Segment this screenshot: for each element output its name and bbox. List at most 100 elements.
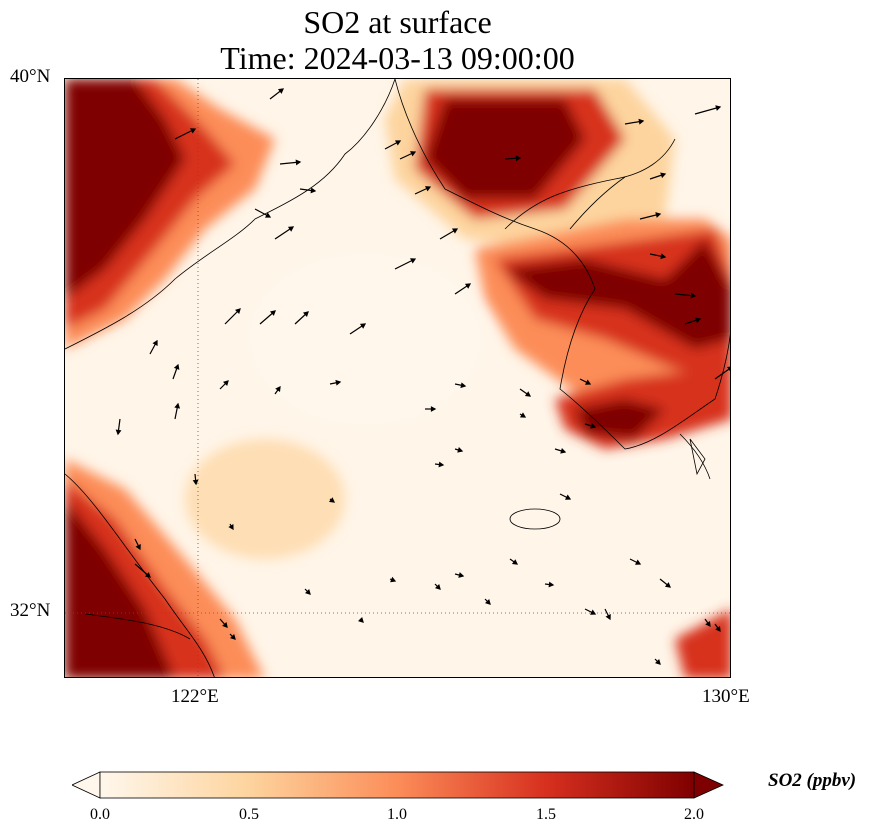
- plume-korea-core: [505, 239, 730, 349]
- colorbar-tick-2: 1.0: [387, 806, 407, 823]
- wind-arrow-head: [560, 448, 567, 454]
- wind-arrow-head: [410, 151, 417, 157]
- coastline-jiangsu: [65, 473, 215, 677]
- wind-arrow-head: [430, 406, 437, 412]
- wind-vectors: [115, 88, 730, 665]
- wind-arrow-head: [152, 339, 158, 347]
- wind-arrow-head: [410, 258, 417, 264]
- concentration-field: [65, 79, 730, 677]
- wind-arrow-head: [715, 105, 722, 111]
- wind-arrow-head: [302, 311, 309, 317]
- wind-arrow-head: [524, 391, 532, 397]
- wind-arrow-head: [425, 186, 432, 192]
- so2-map: [65, 79, 730, 677]
- wind-arrow-head: [690, 292, 697, 299]
- wind-arrow-head: [115, 429, 122, 436]
- wind-arrow-head: [359, 323, 367, 329]
- lat-label-40n: 40°N: [10, 66, 51, 87]
- wind-arrow-head: [457, 447, 464, 453]
- wind-arrow-head: [660, 253, 667, 260]
- wind-arrow: [694, 106, 721, 115]
- wind-arrow-head: [590, 609, 597, 615]
- wind-arrow-head: [590, 423, 597, 429]
- map-time-subtitle: Time: 2024-03-13 09:00:00: [220, 40, 575, 76]
- wind-arrow-head: [464, 283, 472, 289]
- wind-arrow-head: [635, 559, 642, 565]
- wind-arrow-head: [335, 379, 342, 386]
- wind-arrow-head: [275, 385, 281, 393]
- plume-northwest-core: [65, 79, 185, 299]
- wind-arrow-head: [310, 187, 317, 194]
- coastline-yangtze: [84, 613, 191, 640]
- wind-arrow-head: [305, 589, 311, 595]
- colorbar-extend-high: [693, 771, 724, 799]
- wind-arrow-head: [435, 584, 441, 590]
- plume-south-korea-core: [575, 399, 665, 439]
- wind-arrow-head: [460, 382, 467, 389]
- wind-arrow-head: [222, 621, 228, 628]
- wind-arrow-head: [451, 228, 459, 234]
- wind-arrow-head: [655, 212, 662, 218]
- wind-arrow-head: [287, 226, 295, 232]
- wind-arrow-head: [705, 620, 711, 628]
- wind-arrow-head: [358, 617, 364, 623]
- plume-north-core: [425, 99, 585, 199]
- wind-arrow-head: [264, 212, 272, 218]
- jeju-island: [509, 508, 561, 530]
- wind-arrow-head: [230, 634, 236, 640]
- map-panel: [64, 78, 731, 678]
- wind-arrow-head: [235, 308, 241, 314]
- colorbar-label: SO2 (ppbv): [768, 770, 857, 791]
- wind-arrow-head: [438, 461, 445, 468]
- coastline-liaodong: [65, 79, 396, 350]
- wind-arrow-head: [135, 544, 141, 551]
- lon-label-122e: 122°E: [171, 686, 219, 707]
- colorbar-tick-0: 0.0: [90, 806, 110, 823]
- coastline-korea-west: [394, 79, 730, 450]
- wind-arrow-head: [223, 380, 229, 386]
- wind-arrow-head: [548, 581, 555, 588]
- wind-arrow-head: [277, 88, 284, 94]
- colorbar-tick-1: 0.5: [239, 806, 259, 823]
- wind-arrow-head: [511, 559, 519, 565]
- wind-arrow-head: [295, 159, 302, 166]
- wind-arrow-head: [190, 128, 197, 134]
- wind-arrow-head: [390, 576, 397, 583]
- plume-southwest-core: [65, 499, 175, 677]
- colorbar-tick-4: 2.0: [684, 806, 704, 823]
- wind-arrow-head: [660, 172, 667, 179]
- mid-patch-southwest: [185, 439, 345, 559]
- wind-arrow-head: [192, 479, 199, 486]
- wind-arrow-head: [174, 402, 181, 409]
- coastline-border-2: [569, 176, 626, 230]
- wind-arrow-head: [565, 494, 572, 500]
- wind-arrow-head: [458, 572, 465, 578]
- wind-arrow-head: [655, 659, 661, 665]
- wind-arrow-head: [173, 363, 180, 370]
- wind-arrow-head: [605, 614, 611, 621]
- coastline-dmz-border: [504, 138, 676, 230]
- wind-arrow-head: [228, 523, 234, 531]
- wind-arrow-head: [144, 572, 151, 578]
- wind-arrow-head: [394, 140, 402, 146]
- tsushima-island: [689, 438, 706, 476]
- wind-arrow-head: [638, 118, 645, 125]
- wind-arrow-head: [715, 625, 721, 633]
- coastline-korea-south: [679, 433, 711, 480]
- lat-label-32n: 32°N: [10, 600, 51, 621]
- lon-label-130e: 130°E: [702, 686, 750, 707]
- wind-arrow-head: [328, 497, 336, 503]
- colorbar-extend-low: [72, 771, 101, 799]
- coastlines: [65, 79, 730, 677]
- wind-arrow-head: [519, 412, 527, 418]
- wind-arrow-head: [485, 599, 491, 605]
- wind-arrow-head: [726, 366, 730, 372]
- colorbar-gradient: [99, 771, 695, 799]
- wind-arrow-head: [515, 155, 522, 162]
- colorbar: [72, 771, 724, 799]
- colorbar-tick-3: 1.5: [536, 806, 556, 823]
- plume-southeast-corner: [675, 610, 730, 677]
- map-title: SO2 at surface: [303, 4, 492, 40]
- wind-arrow-head: [269, 310, 276, 316]
- low-patch-center: [245, 249, 485, 429]
